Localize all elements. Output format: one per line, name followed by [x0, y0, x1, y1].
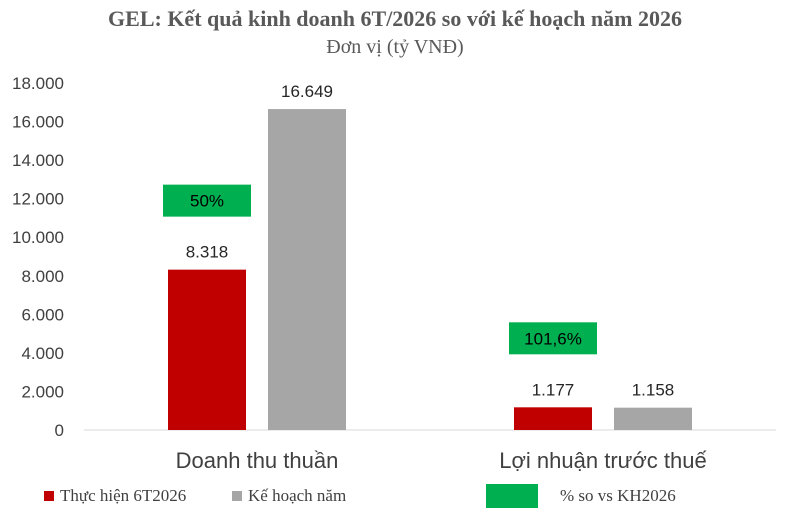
y-tick-label: 18.000	[12, 74, 64, 93]
y-tick-label: 6.000	[21, 305, 64, 324]
y-tick-label: 16.000	[12, 113, 64, 132]
y-tick-label: 4.000	[21, 344, 64, 363]
legend-label-percent: % so vs KH2026	[560, 486, 676, 505]
bar	[268, 109, 346, 430]
bar-value-label: 8.318	[186, 243, 229, 262]
x-category-label: Doanh thu thuần	[176, 448, 339, 473]
legend-item-actual: Thực hiện 6T2026	[44, 484, 186, 508]
legend-swatch-plan	[232, 491, 242, 501]
bar-value-label: 1.177	[532, 380, 575, 399]
bar	[514, 407, 592, 430]
legend-label-plan: Kế hoạch năm	[248, 486, 347, 505]
y-tick-label: 0	[55, 421, 64, 440]
chart-subtitle: Đơn vị (tỷ VNĐ)	[326, 36, 464, 58]
y-tick-label: 12.000	[12, 190, 64, 209]
y-tick-label: 14.000	[12, 151, 64, 170]
legend-item-plan: Kế hoạch năm	[232, 484, 346, 508]
y-tick-label: 2.000	[21, 382, 64, 401]
bar-value-label: 16.649	[281, 82, 333, 101]
legend-swatch-percent	[486, 484, 538, 508]
bar	[614, 407, 692, 430]
x-category-label: Lợi nhuận trước thuế	[499, 448, 706, 473]
legend-swatch-actual	[44, 491, 54, 501]
legend-item-percent: % so vs KH2026	[486, 484, 676, 508]
chart-title: GEL: Kết quả kinh doanh 6T/2026 so với k…	[108, 6, 682, 31]
percent-badge-label: 101,6%	[524, 329, 582, 348]
percent-badge-label: 50%	[190, 192, 224, 211]
y-tick-label: 10.000	[12, 228, 64, 247]
legend-label-actual: Thực hiện 6T2026	[60, 486, 187, 505]
percent-badge	[509, 322, 597, 355]
y-tick-label: 8.000	[21, 267, 64, 286]
percent-badge	[163, 184, 251, 217]
bar	[168, 269, 246, 430]
bar-value-label: 1.158	[632, 381, 675, 400]
